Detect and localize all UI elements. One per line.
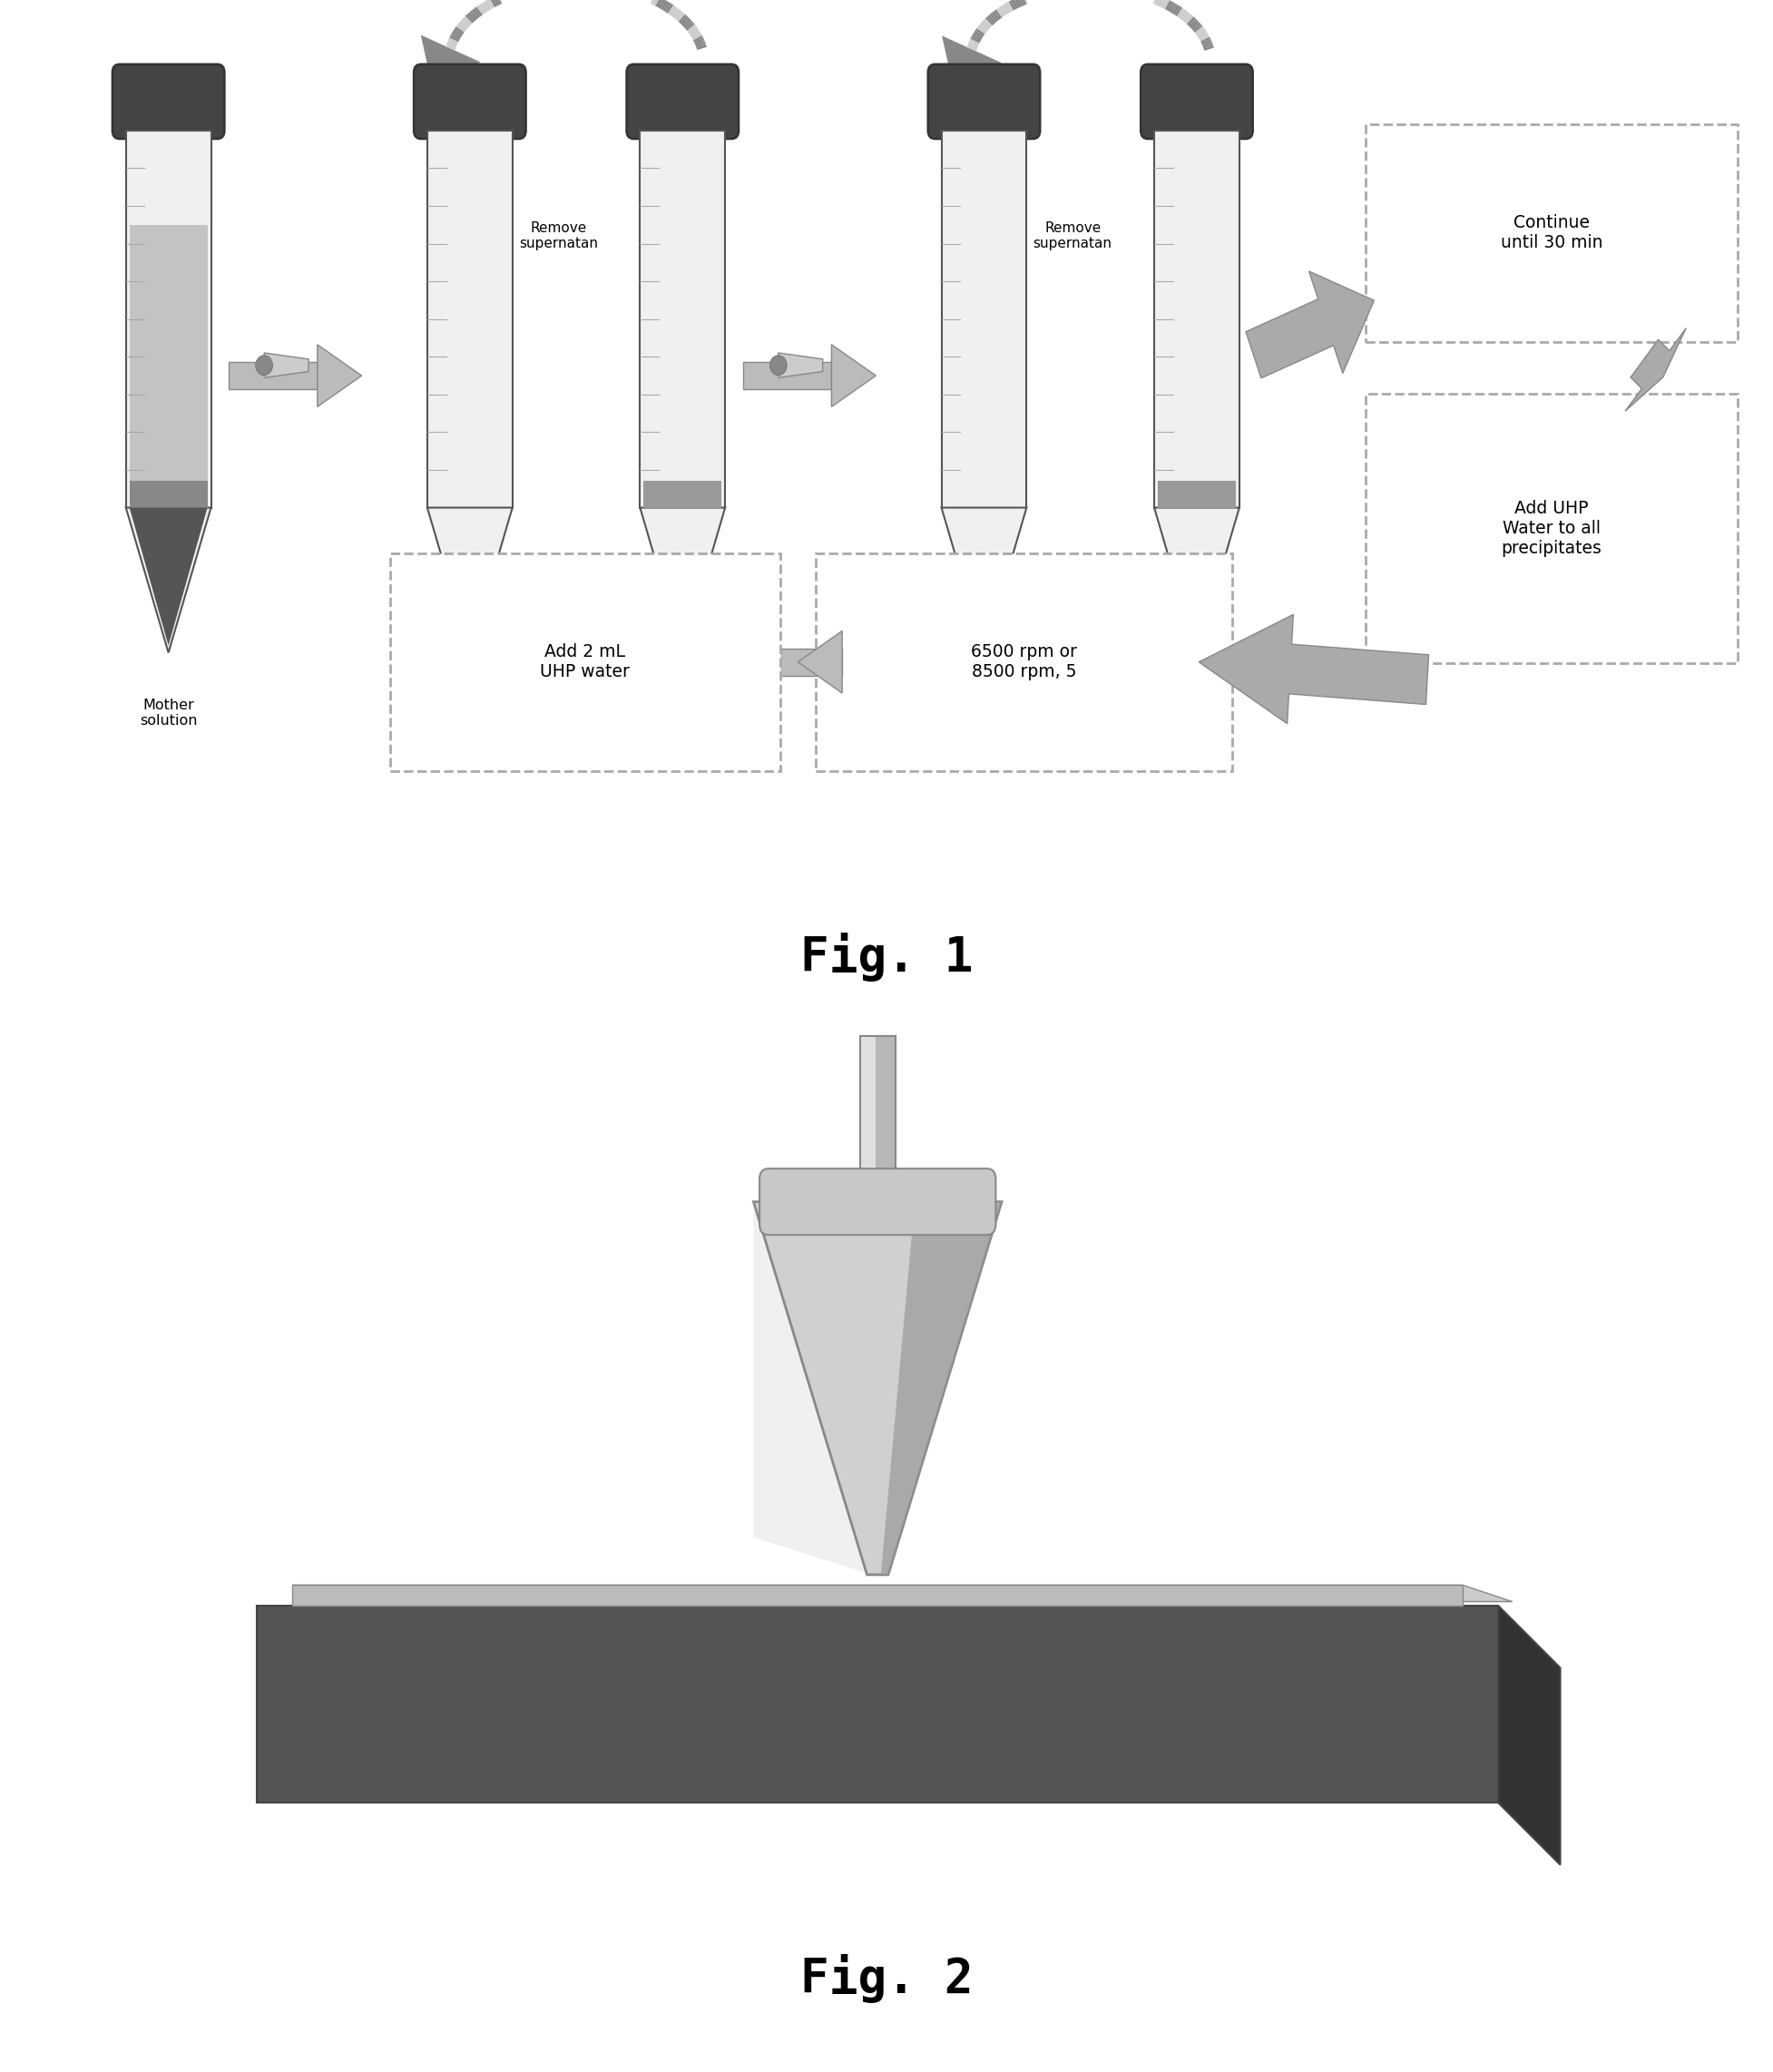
Polygon shape — [881, 1202, 1002, 1575]
Polygon shape — [293, 1585, 1512, 1602]
Polygon shape — [1498, 1606, 1560, 1865]
Polygon shape — [1154, 131, 1239, 508]
FancyBboxPatch shape — [816, 553, 1232, 771]
Polygon shape — [229, 363, 317, 390]
Polygon shape — [129, 226, 207, 508]
Polygon shape — [941, 35, 1002, 97]
Text: 6500 rpm or
8500 rpm, 5: 6500 rpm or 8500 rpm, 5 — [972, 644, 1076, 680]
Polygon shape — [1199, 615, 1429, 723]
Polygon shape — [1158, 481, 1236, 508]
Text: Add UHP
Water to all
precipitates: Add UHP Water to all precipitates — [1502, 499, 1601, 557]
Polygon shape — [126, 131, 211, 508]
Polygon shape — [317, 344, 362, 406]
Polygon shape — [860, 1036, 876, 1185]
Text: Fig. 1: Fig. 1 — [800, 932, 973, 982]
Polygon shape — [832, 344, 876, 406]
Polygon shape — [129, 481, 207, 508]
Text: Remove
supernatan: Remove supernatan — [1034, 222, 1112, 251]
Polygon shape — [427, 131, 512, 508]
Circle shape — [255, 356, 273, 375]
Polygon shape — [1626, 327, 1686, 410]
Polygon shape — [656, 649, 842, 675]
Polygon shape — [798, 630, 842, 692]
FancyBboxPatch shape — [1140, 64, 1254, 139]
Polygon shape — [941, 131, 1027, 508]
Polygon shape — [941, 508, 1027, 653]
Polygon shape — [640, 131, 725, 508]
Polygon shape — [644, 481, 722, 508]
Circle shape — [769, 356, 787, 375]
FancyBboxPatch shape — [626, 64, 739, 139]
FancyBboxPatch shape — [413, 64, 527, 139]
Polygon shape — [126, 508, 211, 653]
Text: Fig. 2: Fig. 2 — [800, 1954, 973, 2004]
FancyBboxPatch shape — [759, 1169, 996, 1235]
FancyBboxPatch shape — [390, 553, 780, 771]
Polygon shape — [640, 508, 725, 653]
Text: Continue
until 30 min: Continue until 30 min — [1500, 215, 1603, 251]
Text: Remove
supernatan: Remove supernatan — [519, 222, 598, 251]
FancyBboxPatch shape — [1365, 394, 1738, 663]
FancyBboxPatch shape — [112, 64, 225, 139]
Polygon shape — [293, 1585, 1463, 1606]
Polygon shape — [743, 363, 832, 390]
Polygon shape — [754, 1202, 1002, 1575]
Polygon shape — [129, 508, 207, 646]
Polygon shape — [257, 1606, 1498, 1803]
FancyBboxPatch shape — [927, 64, 1041, 139]
Polygon shape — [427, 508, 512, 653]
Polygon shape — [257, 1606, 1560, 1668]
Text: Mother
solution: Mother solution — [140, 698, 197, 727]
Polygon shape — [1246, 271, 1374, 377]
Polygon shape — [1154, 508, 1239, 653]
FancyBboxPatch shape — [1365, 124, 1738, 342]
Polygon shape — [754, 1202, 872, 1575]
Polygon shape — [778, 352, 823, 377]
Polygon shape — [264, 352, 309, 377]
Polygon shape — [876, 1036, 895, 1185]
Text: Add 2 mL
UHP water: Add 2 mL UHP water — [541, 644, 629, 680]
Polygon shape — [420, 35, 480, 97]
